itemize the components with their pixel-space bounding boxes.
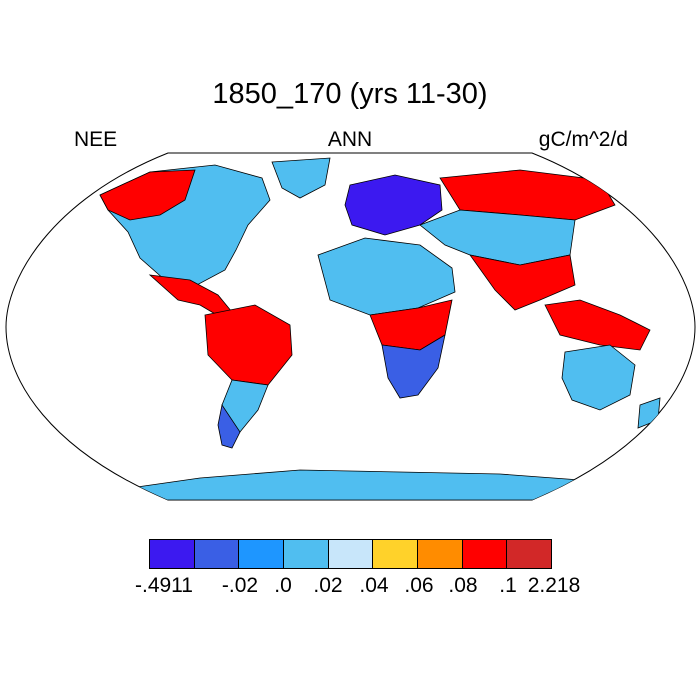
colorbar-label: -.02 xyxy=(221,574,259,597)
season-label: ANN xyxy=(327,128,373,151)
variable-label: NEE xyxy=(74,128,118,151)
colorbar-label: .02 xyxy=(313,574,343,597)
colorbar-label: -.4911 xyxy=(135,574,193,597)
colorbar-label: .0 xyxy=(274,574,292,597)
colorbar-label: .04 xyxy=(359,574,389,597)
colorbar-box xyxy=(328,540,374,568)
colorbar-box xyxy=(194,540,240,568)
colorbar-box xyxy=(284,540,329,568)
colorbar-label: 2.218 xyxy=(527,574,581,597)
alaska-canada-west xyxy=(99,169,196,221)
colorbar-box xyxy=(150,540,195,568)
colorbar-box xyxy=(507,540,552,568)
colorbar-box xyxy=(418,540,463,568)
southeast-asia-islands xyxy=(544,299,651,351)
greenland xyxy=(271,157,331,199)
units-label: gC/m^2/d xyxy=(538,128,628,151)
antarctica xyxy=(129,469,601,500)
colorbar-label: .1 xyxy=(499,574,517,597)
india-china xyxy=(469,254,576,311)
colorbar-box xyxy=(239,540,285,568)
amazon xyxy=(204,304,293,386)
plot-title: 1850_170 (yrs 11-30) xyxy=(212,78,488,110)
patagonia xyxy=(217,403,241,449)
colorbar-label: .08 xyxy=(448,574,478,597)
colorbar-box xyxy=(462,540,508,568)
colorbar-label: .06 xyxy=(404,574,434,597)
colorbar xyxy=(149,539,552,569)
africa-north xyxy=(317,237,456,316)
africa-south xyxy=(381,334,446,399)
australia xyxy=(561,344,636,411)
colorbar-box xyxy=(373,540,419,568)
